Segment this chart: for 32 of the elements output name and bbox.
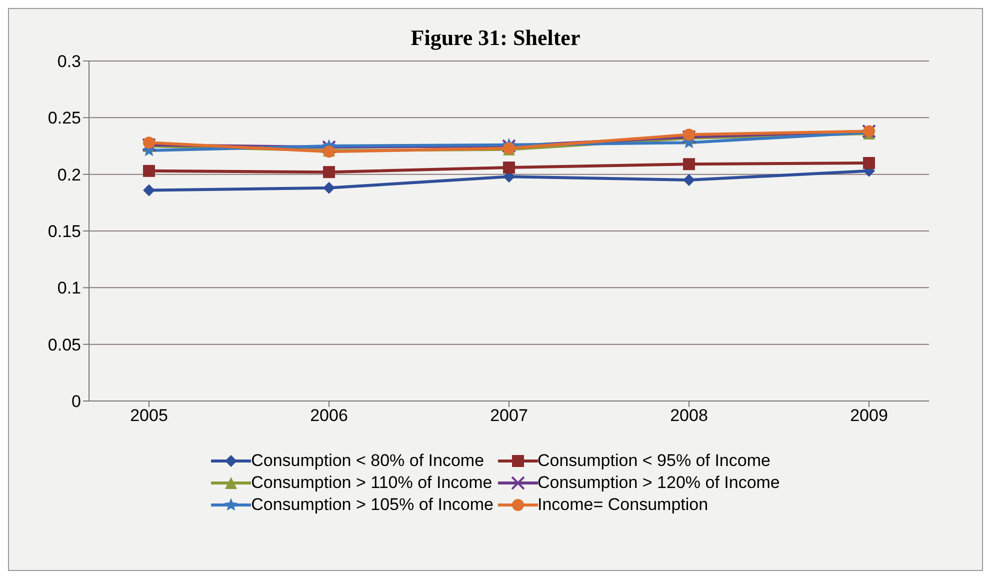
x-tick-label: 2005 — [130, 406, 168, 426]
y-tick-label: 0 — [72, 392, 81, 412]
point — [142, 138, 156, 152]
point — [323, 166, 335, 178]
point — [683, 128, 695, 141]
x-tick-label: 2007 — [490, 406, 528, 426]
point — [683, 174, 695, 186]
point — [323, 182, 335, 194]
x-tick-label: 2006 — [310, 406, 348, 426]
y-tick-label: 0.2 — [57, 165, 81, 184]
point — [143, 184, 155, 196]
point — [682, 130, 696, 144]
point — [683, 158, 695, 170]
y-tick-label: 0.15 — [48, 222, 81, 242]
legend-label: Consumption < 95% of Income — [538, 451, 770, 471]
legend-label: Consumption < 80% of Income — [251, 451, 484, 471]
y-tick-label: 0.3 — [57, 52, 81, 72]
chart-title: Figure 31: Shelter — [410, 25, 582, 51]
y-tick-label: 0.1 — [57, 278, 81, 298]
x-tick-label: 2008 — [670, 406, 708, 426]
legend-label: Consumption > 120% of Income — [538, 473, 780, 493]
point — [143, 136, 155, 149]
point — [503, 162, 515, 174]
legend-label: Consumption > 110% of Income — [251, 473, 492, 493]
y-tick-label: 0.25 — [48, 108, 81, 128]
legend-label: Consumption > 105% of Income — [251, 495, 494, 515]
point — [863, 157, 875, 169]
point — [322, 140, 336, 154]
legend-label: Income= Consumption — [538, 495, 708, 515]
x-tick-label: 2009 — [850, 406, 888, 426]
y-tick-label: 0.05 — [48, 335, 81, 354]
point — [143, 164, 155, 177]
